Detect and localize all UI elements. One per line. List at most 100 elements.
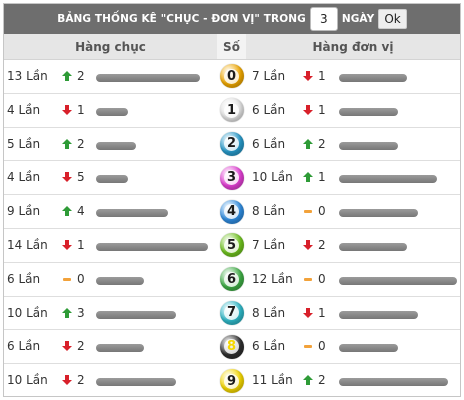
units-trend: 1 [303,306,326,320]
ball-digit: 2 [224,136,239,152]
statistics-widget: BẢNG THỐNG KÊ "CHỤC - ĐƠN VỊ" TRONG NGÀY… [3,3,461,397]
units-count: 6 Lần [252,136,286,151]
table-row: 5 Lần 2 2 6 Lần 2 [4,128,460,162]
table-row: 6 Lần 2 8 6 Lần 0 [4,330,460,365]
arrow-up-icon [62,70,72,82]
table-row: 10 Lần 3 7 8 Lần 1 [4,297,460,331]
arrow-down-icon [62,239,72,251]
units-cell: 7 Lần 1 [246,60,460,93]
arrow-up-icon [303,374,313,386]
table-row: 4 Lần 1 1 6 Lần 1 [4,94,460,128]
ball-digit: 4 [224,204,239,220]
tens-trend: 2 [62,137,85,151]
tens-count: 6 Lần [7,339,41,354]
units-frequency-bar [339,107,398,116]
arrow-up-icon [303,171,313,183]
tens-cell: 5 Lần 2 [4,128,217,161]
tens-trend: 2 [62,373,85,387]
units-cell: 7 Lần 2 [246,229,460,262]
units-frequency-bar [339,310,418,319]
units-change: 0 [318,271,326,286]
units-change: 1 [318,102,326,117]
units-cell: 11 Lần 2 [246,364,460,398]
header-number: Số [217,34,246,59]
tens-count: 13 Lần [7,69,48,83]
tens-trend: 1 [62,103,85,117]
dash-icon [62,273,72,285]
tens-frequency-bar [96,310,176,319]
tens-frequency-bar [96,344,144,353]
number-ball-icon: 7 [219,300,244,325]
tens-change: 1 [77,102,85,117]
tens-trend: 2 [62,339,85,353]
units-frequency-bar [339,378,448,387]
title-suffix: NGÀY [341,13,375,25]
units-trend: 2 [303,373,326,387]
tens-count: 5 Lần [7,136,41,151]
units-frequency-bar [339,344,398,353]
table-row: 6 Lần 0 6 12 Lần 0 [4,263,460,297]
number-ball-icon: 3 [219,165,244,190]
tens-trend: 1 [62,238,85,252]
number-ball-icon: 4 [219,199,244,224]
units-change: 2 [318,237,326,252]
arrow-down-icon [303,307,313,319]
number-ball-icon: 1 [219,98,244,123]
units-frequency-bar [339,242,407,251]
title-bar: BẢNG THỐNG KÊ "CHỤC - ĐƠN VỊ" TRONG NGÀY… [4,4,460,34]
tens-frequency-bar [96,242,208,251]
number-cell: 0 [217,60,246,93]
units-cell: 10 Lần 1 [246,161,460,194]
units-trend: 1 [303,103,326,117]
days-input[interactable] [309,7,338,31]
tens-change: 0 [77,271,85,286]
units-trend: 2 [303,137,326,151]
number-ball-icon: 2 [219,131,244,156]
arrow-up-icon [62,205,72,217]
ball-digit: 8 [224,339,239,355]
table-header: Hàng chục Số Hàng đơn vị [4,34,460,60]
tens-frequency-bar [96,209,168,218]
tens-count: 10 Lần [7,373,48,388]
arrow-up-icon [62,138,72,150]
units-cell: 12 Lần 0 [246,263,460,296]
number-cell: 9 [217,364,246,398]
units-count: 8 Lần [252,305,286,320]
number-cell: 7 [217,297,246,330]
ball-digit: 1 [224,102,239,118]
units-count: 6 Lần [252,102,286,117]
units-change: 2 [318,136,326,151]
table-row: 13 Lần 2 0 7 Lần 1 [4,60,460,94]
units-count: 8 Lần [252,204,286,219]
title-prefix: BẢNG THỐNG KÊ "CHỤC - ĐƠN VỊ" TRONG [57,13,306,25]
tens-frequency-bar [96,276,144,285]
units-count: 7 Lần [252,237,286,252]
arrow-down-icon [62,104,72,116]
units-cell: 6 Lần 1 [246,94,460,127]
tens-frequency-bar [96,141,136,150]
arrow-up-icon [303,138,313,150]
ok-button[interactable]: Ok [378,9,407,29]
table-row: 4 Lần 5 3 10 Lần 1 [4,161,460,196]
tens-frequency-bar [96,175,128,184]
units-frequency-bar [339,209,418,218]
units-frequency-bar [339,175,437,184]
arrow-down-icon [303,70,313,82]
tens-cell: 13 Lần 2 [4,60,217,93]
number-ball-icon: 5 [219,233,244,258]
units-count: 11 Lần [252,373,293,388]
tens-cell: 10 Lần 2 [4,364,217,398]
tens-count: 4 Lần [7,170,41,185]
units-trend: 0 [303,204,326,218]
tens-count: 9 Lần [7,204,41,219]
tens-count: 14 Lần [7,237,48,252]
number-cell: 3 [217,161,246,194]
tens-change: 3 [77,305,85,320]
arrow-down-icon [303,239,313,251]
tens-cell: 14 Lần 1 [4,229,217,262]
table-row: 9 Lần 4 4 8 Lần 0 [4,195,460,229]
tens-trend: 5 [62,170,85,184]
tens-trend: 4 [62,204,85,218]
tens-count: 6 Lần [7,271,41,286]
units-frequency-bar [339,276,457,285]
